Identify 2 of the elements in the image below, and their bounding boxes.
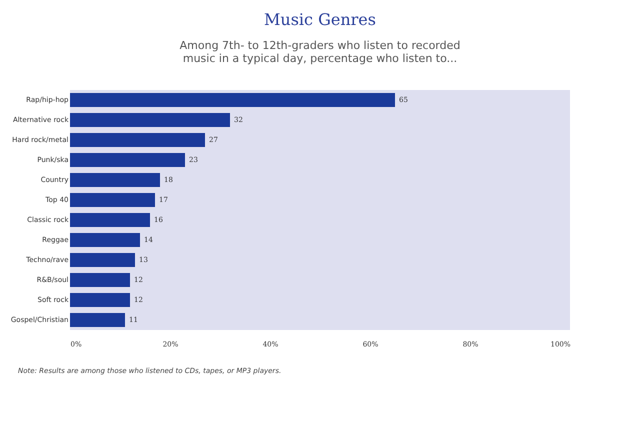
chart-title: Music Genres: [264, 10, 376, 29]
chart-subtitle: Among 7th- to 12th-graders who listen to recorded music in a typical day, percentage who listen to...: [180, 39, 460, 65]
